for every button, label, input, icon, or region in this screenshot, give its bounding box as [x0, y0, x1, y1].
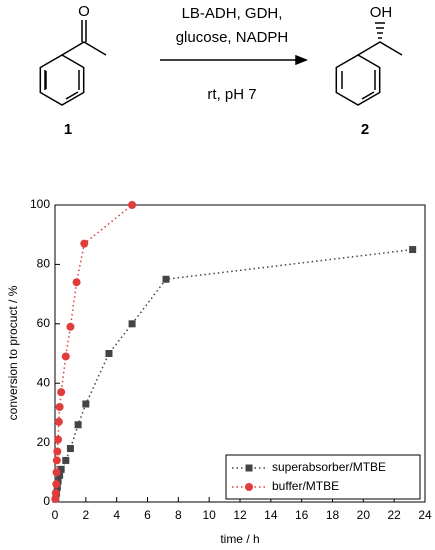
x-tick-label: 18	[326, 508, 340, 522]
legend-marker	[245, 483, 253, 491]
x-tick-label: 16	[295, 508, 309, 522]
data-point	[61, 352, 70, 361]
data-point	[53, 447, 62, 456]
x-tick-label: 22	[387, 508, 401, 522]
data-point	[72, 278, 81, 287]
benzene-ring	[335, 54, 381, 106]
y-tick-label: 100	[30, 197, 50, 211]
x-tick-label: 8	[175, 508, 182, 522]
data-point	[162, 275, 170, 283]
legend-label: superabsorber/MTBE	[272, 460, 386, 474]
data-point	[82, 400, 90, 408]
data-point	[105, 350, 113, 357]
data-point	[51, 489, 60, 498]
x-tick-label: 2	[82, 508, 89, 522]
data-point	[409, 246, 417, 254]
ring-double-bond	[361, 91, 375, 100]
data-point	[52, 480, 61, 489]
legend-marker	[245, 464, 253, 472]
x-tick-label: 6	[144, 508, 151, 522]
data-point	[66, 445, 74, 453]
compound-label: 2	[361, 121, 369, 138]
y-tick-label: 80	[37, 257, 51, 271]
reaction-scheme	[39, 20, 403, 106]
data-point	[54, 435, 63, 444]
data-point	[128, 320, 136, 328]
y-axis-label: conversion to procuct / %	[6, 285, 20, 420]
x-tick-label: 4	[113, 508, 120, 522]
x-tick-label: 10	[202, 508, 216, 522]
benzene-ring	[39, 54, 85, 106]
reagents: glucose, NADPH	[176, 29, 289, 46]
series-line	[54, 204, 133, 500]
data-point	[80, 239, 89, 248]
bond	[61, 41, 107, 56]
hashed-bond	[375, 22, 385, 39]
y-tick-label: 40	[37, 375, 51, 389]
data-point	[54, 417, 63, 426]
conditions: rt, pH 7	[207, 86, 256, 103]
data-point	[57, 388, 66, 397]
reagents: LB-ADH, GDH,	[182, 5, 283, 22]
x-tick-label: 12	[233, 508, 247, 522]
data-point	[52, 456, 61, 465]
data-point	[66, 322, 75, 331]
x-tick-label: 20	[357, 508, 371, 522]
data-point	[52, 468, 61, 477]
legend-label: buffer/MTBE	[272, 479, 339, 493]
y-tick-label: 60	[37, 316, 51, 330]
data-point	[55, 402, 64, 411]
compound-label: 1	[64, 121, 72, 138]
y-tick-label: 20	[37, 435, 51, 449]
data-point	[128, 201, 137, 209]
atom-label: O	[78, 3, 90, 20]
x-axis-label: time / h	[220, 532, 259, 546]
atom-label: OH	[370, 4, 393, 21]
data-point	[57, 465, 65, 473]
x-tick-label: 24	[418, 508, 432, 522]
data-point	[74, 421, 82, 429]
y-tick-label: 0	[43, 494, 50, 508]
x-tick-label: 0	[52, 508, 59, 522]
data-point	[62, 456, 70, 464]
arrow-head	[295, 54, 309, 66]
data-point	[56, 471, 64, 479]
bond	[357, 41, 403, 56]
data-point	[51, 495, 60, 504]
x-tick-label: 14	[264, 508, 278, 522]
legend-box	[225, 454, 421, 500]
ring-double-bond	[65, 91, 79, 100]
